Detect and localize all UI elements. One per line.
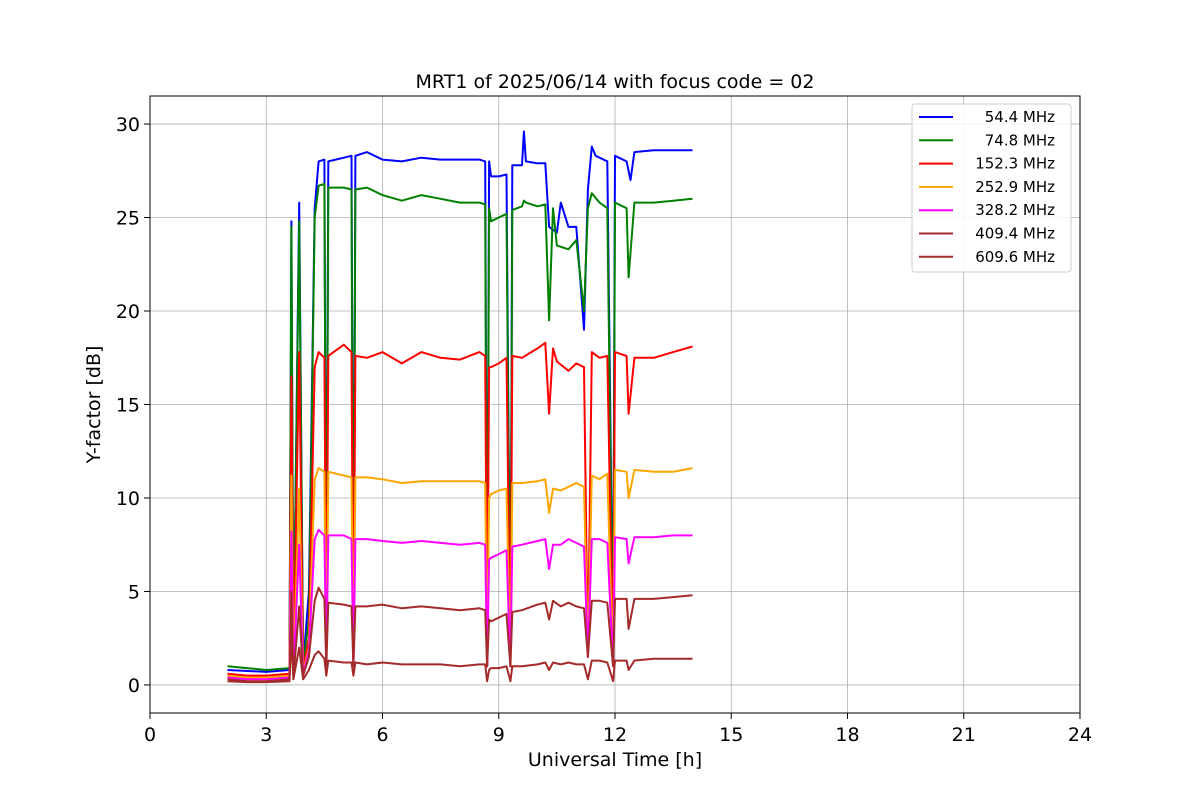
legend: 54.4 MHz 74.8 MHz 152.3 MHz 252.9 MHz 328.2 …: [911, 103, 1072, 273]
x-tick-label: 24: [1068, 724, 1092, 746]
chart-title: MRT1 of 2025/06/14 with focus code = 02: [416, 71, 815, 93]
x-tick-label: 9: [493, 724, 505, 746]
legend-label: 409.4 MHz: [975, 225, 1055, 243]
legend-label: 74.8 MHz: [985, 131, 1055, 149]
x-tick-label: 21: [952, 724, 976, 746]
legend-label: 152.3 MHz: [975, 155, 1055, 173]
legend-label: 609.6 MHz: [975, 248, 1055, 266]
series-line-409-4-mhz: [227, 586, 693, 683]
legend-box: [911, 103, 1072, 273]
x-tick-label: 0: [144, 724, 156, 746]
series-line-609-6-mhz: [227, 637, 693, 684]
y-tick-label: 15: [116, 395, 140, 417]
x-tick-label: 6: [376, 724, 388, 746]
series-line-328-2-mhz: [227, 528, 693, 681]
y-tick-label: 25: [116, 208, 140, 230]
legend-label: 252.9 MHz: [975, 178, 1055, 196]
x-tick-label: 12: [603, 724, 627, 746]
x-tick-label: 18: [835, 724, 859, 746]
y-tick-label: 10: [116, 488, 140, 510]
x-tick-label: 15: [719, 724, 743, 746]
x-axis-label: Universal Time [h]: [528, 749, 702, 771]
y-tick-label: 5: [128, 581, 140, 603]
series-layer: [227, 130, 693, 684]
legend-label: 328.2 MHz: [975, 201, 1055, 219]
legend-label: 54.4 MHz: [985, 108, 1055, 126]
y-tick-label: 0: [128, 675, 140, 697]
y-tick-label: 30: [116, 114, 140, 136]
ticks-layer: 0 3 6 9 12 15 18 21 24 0 5 10 15 20 25 30: [116, 114, 1092, 746]
series-line-54-4-mhz: [227, 130, 693, 673]
series-line-74-8-mhz: [227, 182, 693, 671]
y-tick-label: 20: [116, 301, 140, 323]
y-axis-label: Y-factor [dB]: [83, 346, 105, 465]
x-tick-label: 3: [260, 724, 272, 746]
